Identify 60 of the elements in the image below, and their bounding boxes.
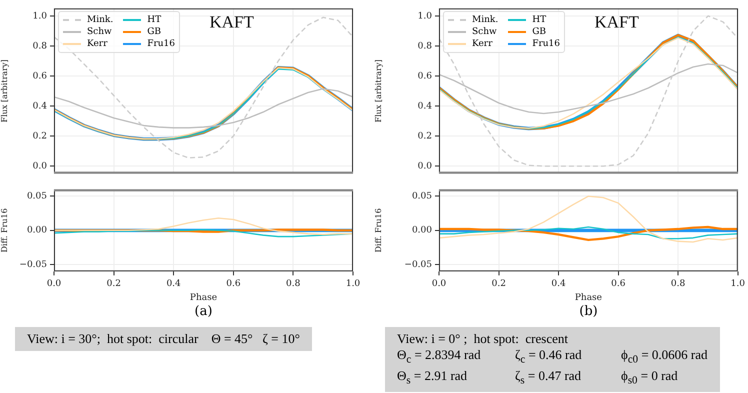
x-tick-label: 0.4 <box>166 279 182 290</box>
y-tick-label: 0.4 <box>32 101 48 112</box>
y-tick-label: 0.05 <box>26 192 48 202</box>
text: Θ$_{c}$ = 2.8394 rad <box>397 347 482 368</box>
x-axis-title: Phase <box>574 292 602 303</box>
text: (a) <box>194 304 214 319</box>
x-tick-label: 0.6 <box>611 279 626 290</box>
y-tick-label: −0.05 <box>19 260 48 270</box>
text: Θ$_{s}$ = 2.91 rad <box>397 368 468 388</box>
y-tick-label: 0.00 <box>26 226 48 236</box>
y-tick-label: 1.0 <box>32 11 48 22</box>
y-tick-label: 0.0 <box>418 161 432 172</box>
x-tick-label: 0.0 <box>432 279 446 290</box>
x-tick-label: 1.0 <box>730 279 746 290</box>
y-tick-label: 0.6 <box>32 71 48 82</box>
legend-label: Kerr <box>472 39 492 49</box>
legend-label: GB <box>532 27 546 37</box>
y-axis-title: Diff. Fru16 <box>374 208 383 252</box>
x-tick-label: 0.8 <box>670 279 686 290</box>
legend-label: HT <box>532 15 546 25</box>
x-tick-label: 0.2 <box>492 279 506 290</box>
text: ϕ$_{c0}$ = 0.0606 rad <box>621 347 708 368</box>
y-tick-label: 1.0 <box>418 11 432 22</box>
text: ζ$_{s}$ = 0.47 rad <box>515 368 582 388</box>
legend-label: Schw <box>87 27 112 37</box>
y-axis-title: Diff. Fru16 <box>0 208 9 252</box>
y-tick-label: 0.0 <box>32 161 48 172</box>
legend-label: Fru16 <box>147 39 176 49</box>
legend-label: Kerr <box>87 39 108 49</box>
legend-label: Mink. <box>87 15 114 25</box>
y-tick-label: 0.05 <box>412 192 432 202</box>
y-tick-label: 0.2 <box>418 131 432 142</box>
y-tick-label: 0.4 <box>418 101 432 112</box>
text: (b) <box>578 304 599 319</box>
legend-label: Schw <box>472 27 497 37</box>
legend-label: Fru16 <box>532 39 560 49</box>
x-tick-label: 0.8 <box>286 279 301 290</box>
x-tick-label: 0.2 <box>106 279 121 290</box>
y-axis-title: Flux [arbitrary] <box>374 60 383 122</box>
text: View: i = 0° ; hot spot: crescent <box>397 331 569 347</box>
x-tick-label: 0.4 <box>551 279 566 290</box>
y-tick-label: 0.00 <box>412 226 432 236</box>
annotation: KAFT <box>209 12 254 32</box>
y-tick-label: 0.8 <box>418 41 432 52</box>
annotation: KAFT <box>594 12 640 32</box>
y-axis-title: Flux [arbitrary] <box>0 60 9 122</box>
legend-label: GB <box>147 27 162 37</box>
y-tick-label: −0.05 <box>404 260 432 270</box>
x-tick-label: 0.0 <box>46 279 62 290</box>
x-axis-title: Phase <box>190 292 218 303</box>
x-tick-label: 0.6 <box>226 279 241 290</box>
legend-label: Mink. <box>472 15 498 25</box>
y-tick-label: 0.2 <box>32 131 47 142</box>
text: View: i = 30°; hot spot: circular Θ = 45° ζ = 10° <box>27 331 300 347</box>
y-tick-label: 0.8 <box>32 41 48 52</box>
legend-label: HT <box>147 15 162 25</box>
text: ζ$_{c}$ = 0.46 rad <box>515 347 583 368</box>
y-tick-label: 0.6 <box>418 71 432 82</box>
text: ϕ$_{s0}$ = 0 rad <box>621 368 679 388</box>
x-tick-label: 1.0 <box>346 279 360 290</box>
